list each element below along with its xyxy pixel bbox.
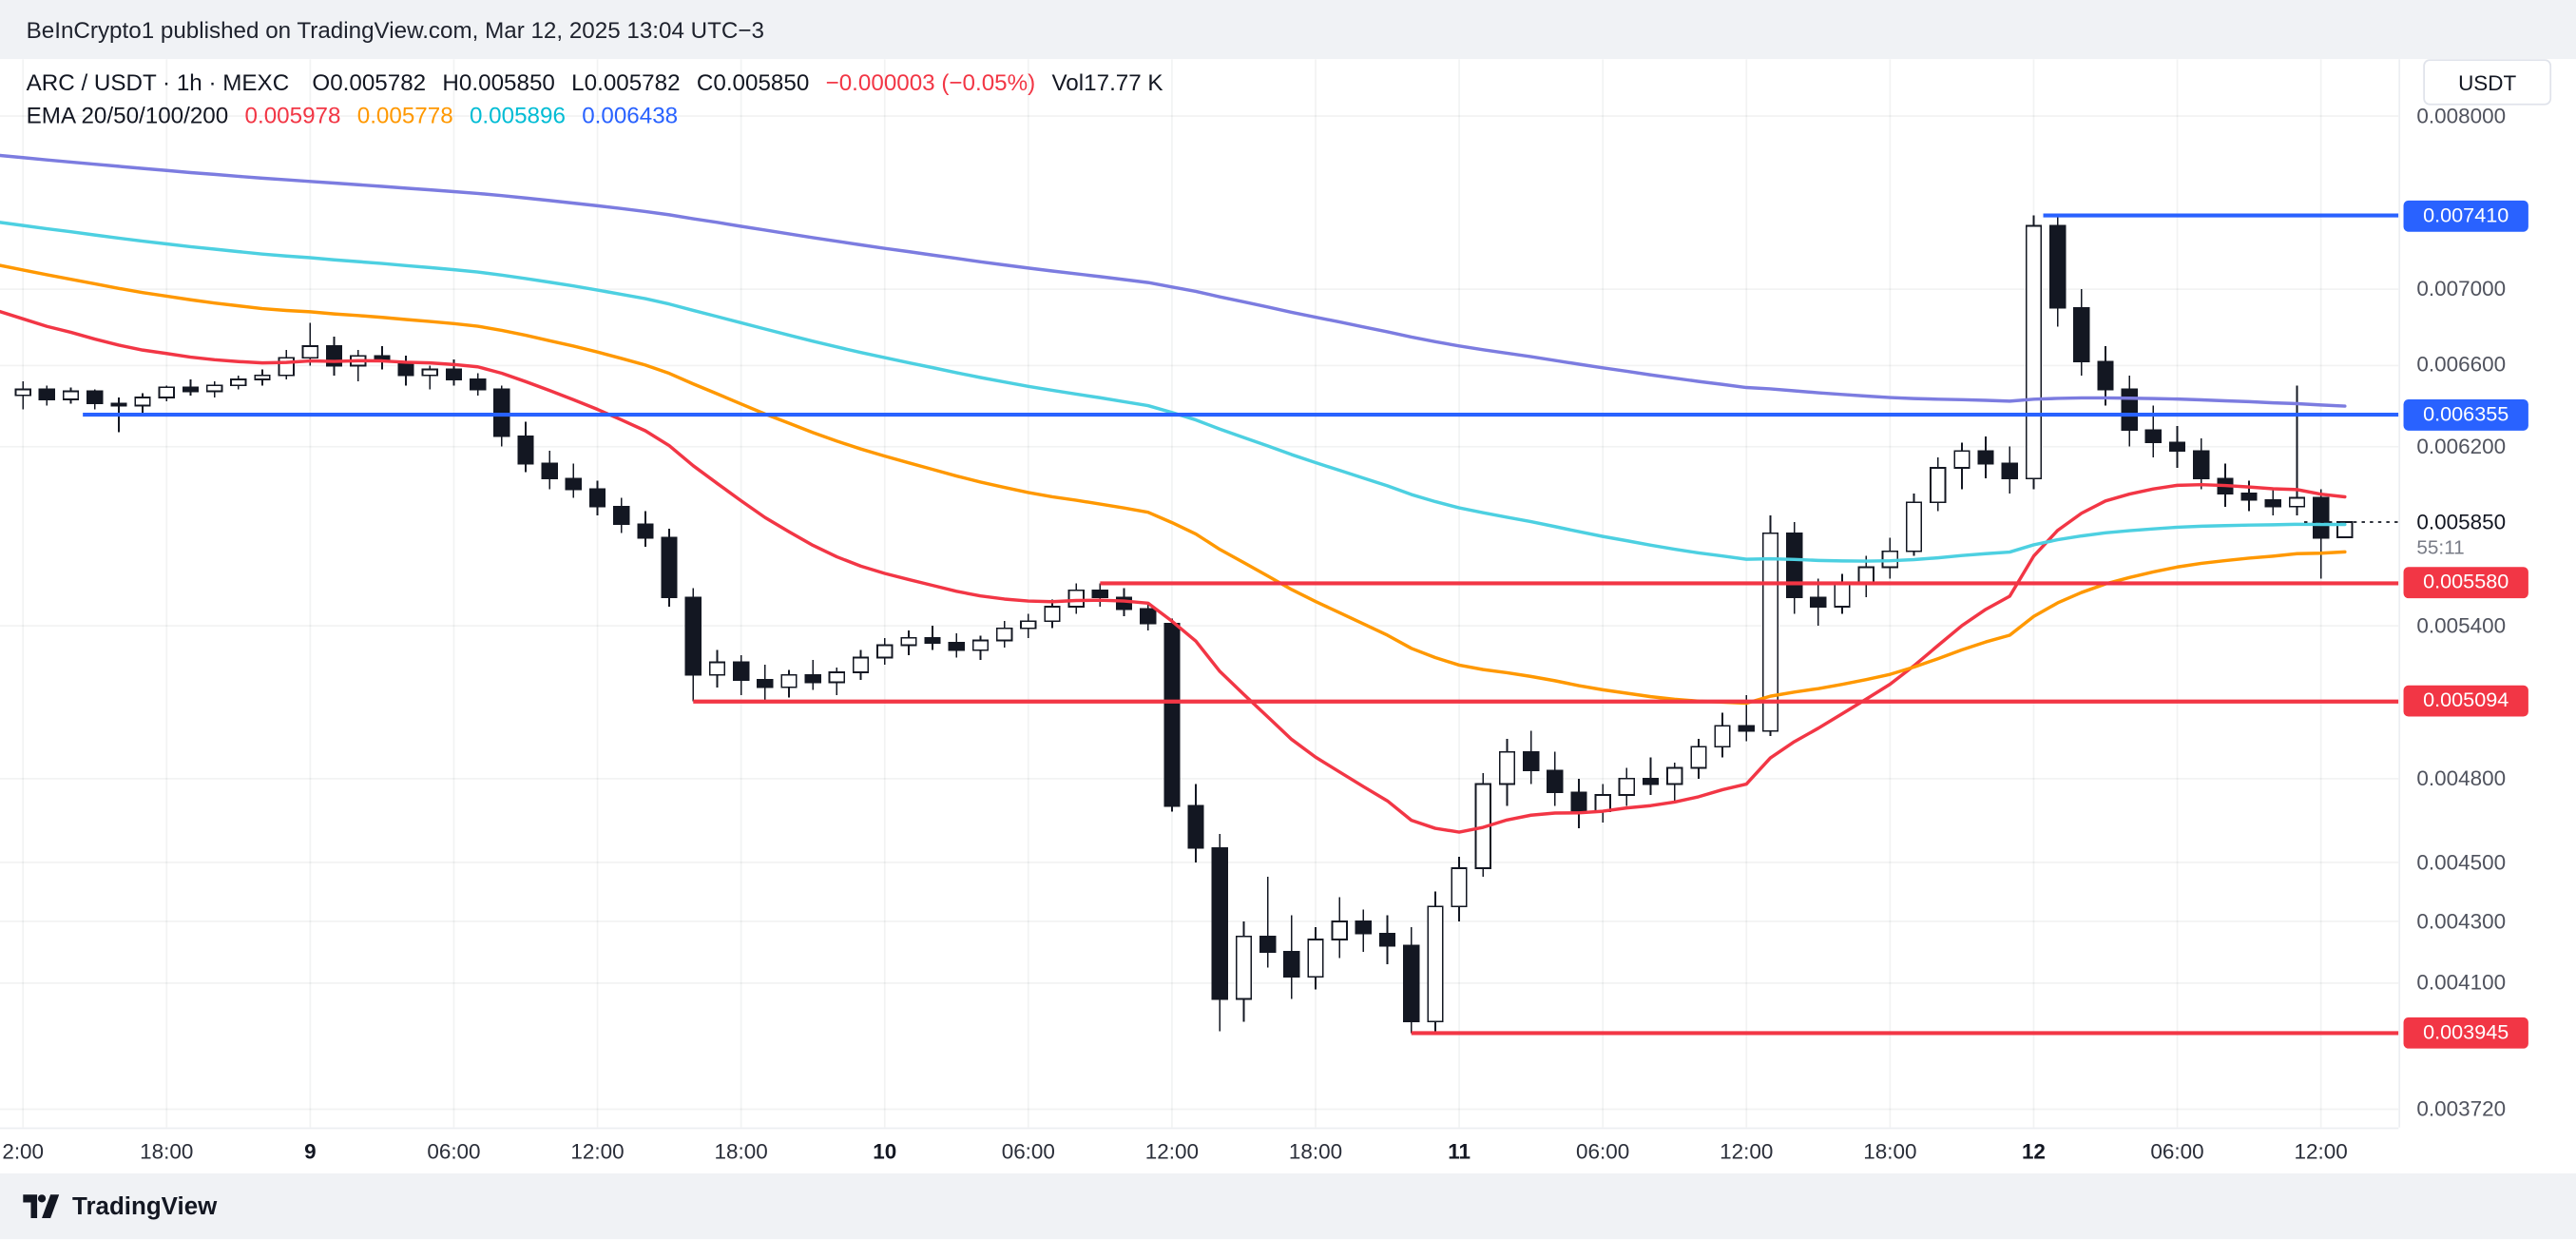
high-label: H: [442, 68, 459, 96]
tradingview-logo-icon: [23, 1194, 60, 1218]
price-change: −0.000003 (−0.05%): [825, 68, 1036, 96]
ema-label: EMA 20/50/100/200: [26, 102, 229, 128]
volume-label: Vol: [1051, 68, 1085, 96]
attribution-text: BeInCrypto1 published on TradingView.com…: [26, 16, 764, 43]
tradingview-brand-text: TradingView: [72, 1192, 218, 1221]
footer-bar: TradingView: [0, 1173, 2576, 1240]
time-axis-label: 18:00: [714, 1138, 768, 1164]
time-axis-label: 12:00: [1720, 1138, 1774, 1164]
volume-value: 17.77 K: [1084, 68, 1163, 96]
time-axis-label: 12:00: [570, 1138, 625, 1164]
price-axis-label: 0.003720: [2416, 1095, 2507, 1121]
price-axis[interactable]: 0.008000 0.007000 0.006600 0.006200 0.005400…: [2398, 59, 2576, 1128]
time-axis-label: 12:00: [2294, 1138, 2348, 1164]
high-value: 0.005850: [458, 68, 555, 96]
ema50-value: 0.005778: [356, 102, 453, 128]
price-level-badge: 0.003945: [2403, 1017, 2528, 1049]
low-label: L: [571, 68, 585, 96]
time-axis-label: 06:00: [2150, 1138, 2204, 1164]
price-level-badge: 0.005094: [2403, 686, 2528, 718]
chart-legend: ARC / USDT · 1h · MEXC O 0.005782 H 0.0058…: [27, 66, 1163, 131]
price-level-badge: 0.006355: [2403, 398, 2528, 431]
time-axis-label: 2:00: [2, 1138, 45, 1164]
bar-close-countdown: 55:11: [2416, 534, 2465, 558]
time-axis-label: 06:00: [1576, 1138, 1630, 1164]
price-level-badge: 0.005580: [2403, 567, 2528, 599]
open-label: O: [312, 68, 331, 96]
ema-row: EMA 20/50/100/200 0.005978 0.005778 0.00…: [27, 99, 1163, 132]
volume: Vol 17.77 K: [1052, 69, 1163, 96]
price-axis-label: 0.004500: [2416, 849, 2507, 874]
ohlc-open: O 0.005782: [312, 69, 426, 96]
ema20-value: 0.005978: [244, 102, 341, 128]
close-value: 0.005850: [713, 68, 810, 96]
open-value: 0.005782: [330, 68, 427, 96]
symbol-ohlc-row: ARC / USDT · 1h · MEXC O 0.005782 H 0.0058…: [27, 66, 1163, 99]
time-axis-label: 18:00: [1288, 1138, 1343, 1164]
ohlc-high: H 0.005850: [442, 69, 554, 96]
time-axis-label: 11: [1448, 1138, 1471, 1164]
ohlc-low: L 0.005782: [571, 69, 680, 96]
time-axis-label: 06:00: [1001, 1138, 1055, 1164]
symbol-title: ARC / USDT · 1h · MEXC: [26, 68, 290, 96]
attribution-bar: BeInCrypto1 published on TradingView.com…: [0, 0, 2576, 60]
time-axis-label: 18:00: [140, 1138, 194, 1164]
price-axis-label: 0.006200: [2416, 433, 2507, 458]
price-axis-label: 0.005400: [2416, 612, 2507, 638]
time-axis-label: 12: [2021, 1138, 2046, 1164]
chart-panel: ARC / USDT · 1h · MEXC O 0.005782 H 0.0058…: [0, 59, 2576, 1174]
candlestick-chart[interactable]: [0, 59, 2399, 1128]
tradingview-brand-link[interactable]: TradingView: [23, 1192, 217, 1220]
low-value: 0.005782: [584, 68, 681, 96]
current-price-label: 0.005850: [2416, 509, 2507, 534]
price-axis-label: 0.006600: [2416, 352, 2507, 378]
time-axis-label: 9: [304, 1138, 317, 1164]
ema100-value: 0.005896: [469, 102, 566, 128]
close-label: C: [696, 68, 714, 96]
price-axis-label: 0.004100: [2416, 970, 2507, 995]
price-axis-label: 0.004300: [2416, 908, 2507, 933]
time-axis-label: 06:00: [427, 1138, 481, 1164]
price-axis-label: 0.004800: [2416, 765, 2507, 790]
ohlc-close: C 0.005850: [697, 69, 809, 96]
time-axis-label: 18:00: [1863, 1138, 1917, 1164]
time-axis[interactable]: 2:00 18:00 9 06:00 12:00 18:00 10 06:00 12:00 18:…: [0, 1127, 2399, 1174]
price-axis-label: 0.008000: [2416, 103, 2507, 128]
price-axis-label: 0.007000: [2416, 276, 2507, 301]
time-axis-label: 10: [873, 1138, 897, 1164]
currency-toggle-button[interactable]: USDT: [2423, 59, 2552, 106]
time-axis-label: 12:00: [1144, 1138, 1200, 1164]
ema200-value: 0.006438: [582, 102, 679, 128]
price-level-badge: 0.007410: [2403, 200, 2528, 231]
